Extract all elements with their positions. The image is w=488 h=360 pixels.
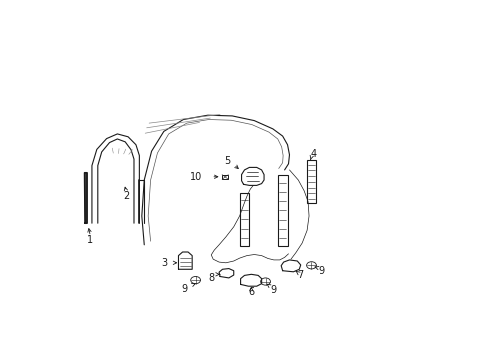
Text: 1: 1 bbox=[87, 235, 93, 246]
Text: 5: 5 bbox=[224, 156, 230, 166]
Bar bbox=[306, 160, 315, 203]
Bar bbox=[222, 175, 228, 179]
Text: 4: 4 bbox=[310, 149, 316, 159]
Text: 6: 6 bbox=[248, 287, 254, 297]
Bar bbox=[277, 175, 287, 246]
Text: 8: 8 bbox=[208, 273, 214, 283]
Bar bbox=[239, 193, 249, 246]
Text: 7: 7 bbox=[297, 270, 303, 280]
Text: 3: 3 bbox=[162, 258, 167, 268]
Text: 10: 10 bbox=[190, 172, 203, 182]
Text: 9: 9 bbox=[270, 285, 276, 295]
Text: 2: 2 bbox=[123, 191, 129, 201]
Polygon shape bbox=[84, 173, 87, 223]
Text: 9: 9 bbox=[318, 266, 324, 276]
Text: 9: 9 bbox=[182, 284, 187, 294]
